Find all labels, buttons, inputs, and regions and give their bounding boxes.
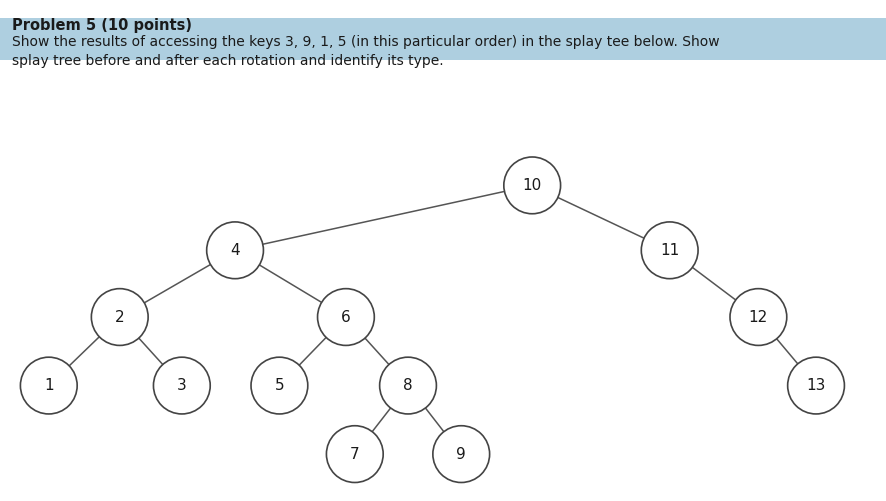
Text: 11: 11 — [659, 243, 679, 258]
Text: 2: 2 — [115, 310, 124, 325]
Ellipse shape — [503, 157, 560, 214]
Ellipse shape — [432, 426, 489, 482]
Ellipse shape — [317, 289, 374, 345]
Text: 12: 12 — [748, 310, 767, 325]
Ellipse shape — [251, 357, 307, 414]
Text: 9: 9 — [456, 446, 465, 461]
Ellipse shape — [206, 222, 263, 279]
Ellipse shape — [20, 357, 77, 414]
Ellipse shape — [641, 222, 697, 279]
Ellipse shape — [91, 289, 148, 345]
Text: Problem 5 (10 points): Problem 5 (10 points) — [12, 18, 191, 33]
Text: 13: 13 — [805, 378, 825, 393]
Text: 10: 10 — [522, 178, 541, 193]
Text: 5: 5 — [275, 378, 284, 393]
Text: 4: 4 — [230, 243, 239, 258]
Text: Show the results of accessing the keys 3, 9, 1, 5 (in this particular order) in : Show the results of accessing the keys 3… — [12, 35, 719, 49]
Text: 6: 6 — [341, 310, 350, 325]
Text: 1: 1 — [44, 378, 53, 393]
Ellipse shape — [787, 357, 843, 414]
Text: splay tree before and after each rotation and identify its type.: splay tree before and after each rotatio… — [12, 54, 443, 68]
Text: 8: 8 — [403, 378, 412, 393]
Text: 7: 7 — [350, 446, 359, 461]
Ellipse shape — [729, 289, 786, 345]
Ellipse shape — [153, 357, 210, 414]
Text: 3: 3 — [177, 378, 186, 393]
Ellipse shape — [379, 357, 436, 414]
Ellipse shape — [326, 426, 383, 482]
